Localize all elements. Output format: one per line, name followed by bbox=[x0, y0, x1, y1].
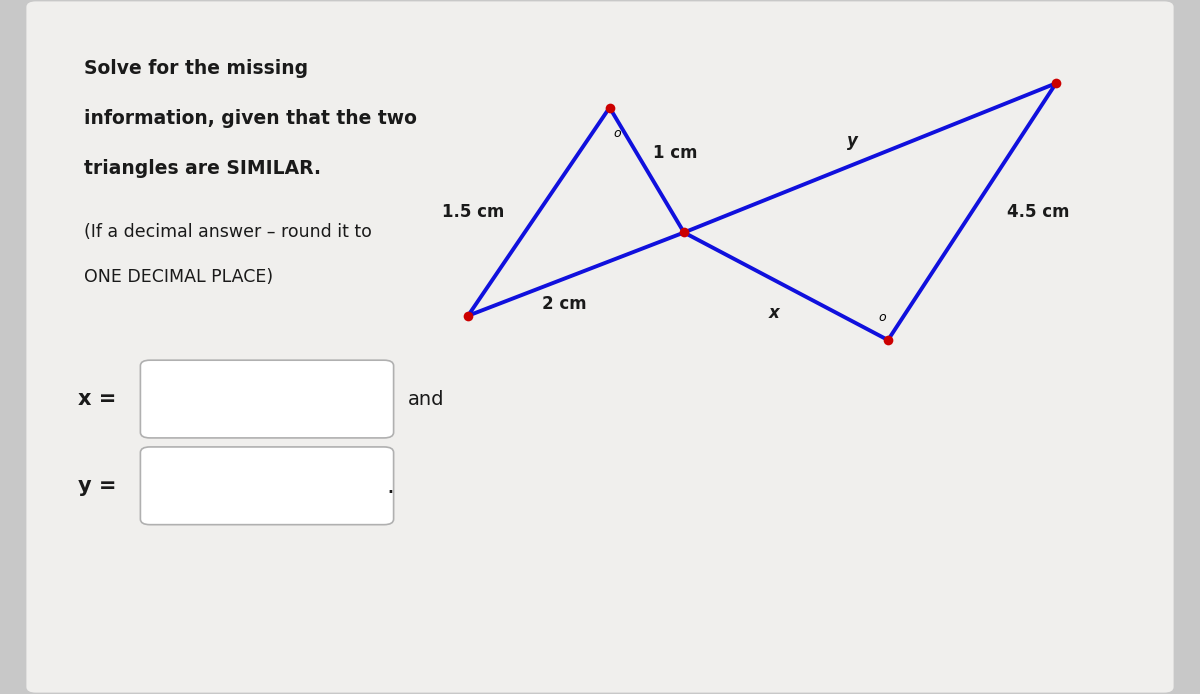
Text: .: . bbox=[386, 474, 395, 498]
Text: 4.5 cm: 4.5 cm bbox=[1007, 203, 1069, 221]
Text: ONE DECIMAL PLACE): ONE DECIMAL PLACE) bbox=[84, 268, 274, 286]
Text: Solve for the missing: Solve for the missing bbox=[84, 59, 308, 78]
Text: y =: y = bbox=[78, 476, 116, 496]
Text: and: and bbox=[408, 389, 444, 409]
FancyBboxPatch shape bbox=[140, 447, 394, 525]
Text: information, given that the two: information, given that the two bbox=[84, 109, 416, 128]
Text: 1.5 cm: 1.5 cm bbox=[442, 203, 504, 221]
FancyBboxPatch shape bbox=[26, 1, 1174, 693]
FancyBboxPatch shape bbox=[140, 360, 394, 438]
Text: x =: x = bbox=[78, 389, 116, 409]
Text: o: o bbox=[613, 128, 620, 140]
Text: x: x bbox=[769, 304, 779, 321]
Text: (If a decimal answer – round it to: (If a decimal answer – round it to bbox=[84, 223, 372, 241]
Text: 1 cm: 1 cm bbox=[653, 144, 697, 162]
Text: 2 cm: 2 cm bbox=[541, 295, 587, 313]
Text: o: o bbox=[878, 311, 886, 323]
Text: triangles are SIMILAR.: triangles are SIMILAR. bbox=[84, 159, 322, 178]
Text: y: y bbox=[846, 132, 858, 149]
